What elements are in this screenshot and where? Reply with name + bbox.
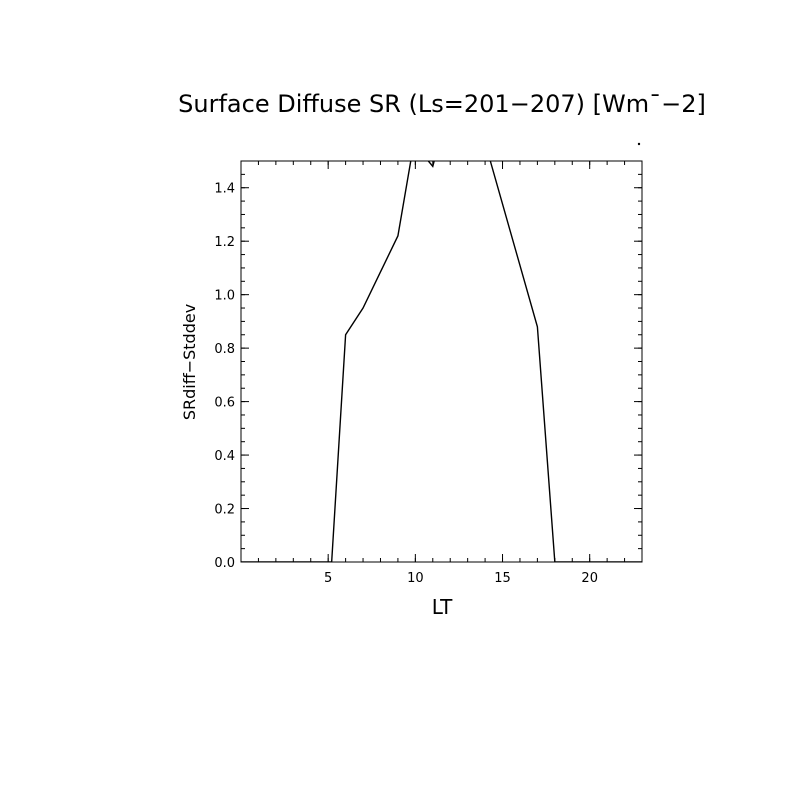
corner-dot: [637, 142, 641, 146]
y-tick-label: 0.2: [214, 503, 235, 518]
series-group: [241, 161, 642, 562]
y-axis-ticks: 0.0 0.2 0.4 0.6 0.8 1.0 1.2 1.4: [214, 160, 642, 571]
x-axis-label: LT: [432, 595, 453, 619]
y-tick-label: 0.4: [214, 449, 235, 464]
y-tick-label: 1.0: [214, 289, 235, 304]
y-tick-label: 1.4: [214, 182, 235, 197]
x-tick-label: 5: [324, 571, 332, 586]
y-tick-label: 0.8: [214, 342, 235, 357]
y-tick-label: 0.6: [214, 396, 235, 411]
x-tick-label: 15: [494, 571, 511, 586]
y-axis-label: SRdiff−Stddev: [180, 304, 199, 420]
y-tick-label: 1.2: [214, 235, 235, 250]
y-tick-label: 0.0: [214, 556, 235, 571]
plot-frame: [240, 160, 643, 563]
x-axis-ticks: 5 10 15 20: [240, 161, 643, 586]
chart-title: Surface Diffuse SR (Ls=201−207) [Wm¯−2]: [178, 90, 706, 118]
x-tick-label: 20: [581, 571, 598, 586]
series-line: [241, 161, 642, 562]
x-tick-label: 10: [407, 571, 424, 586]
